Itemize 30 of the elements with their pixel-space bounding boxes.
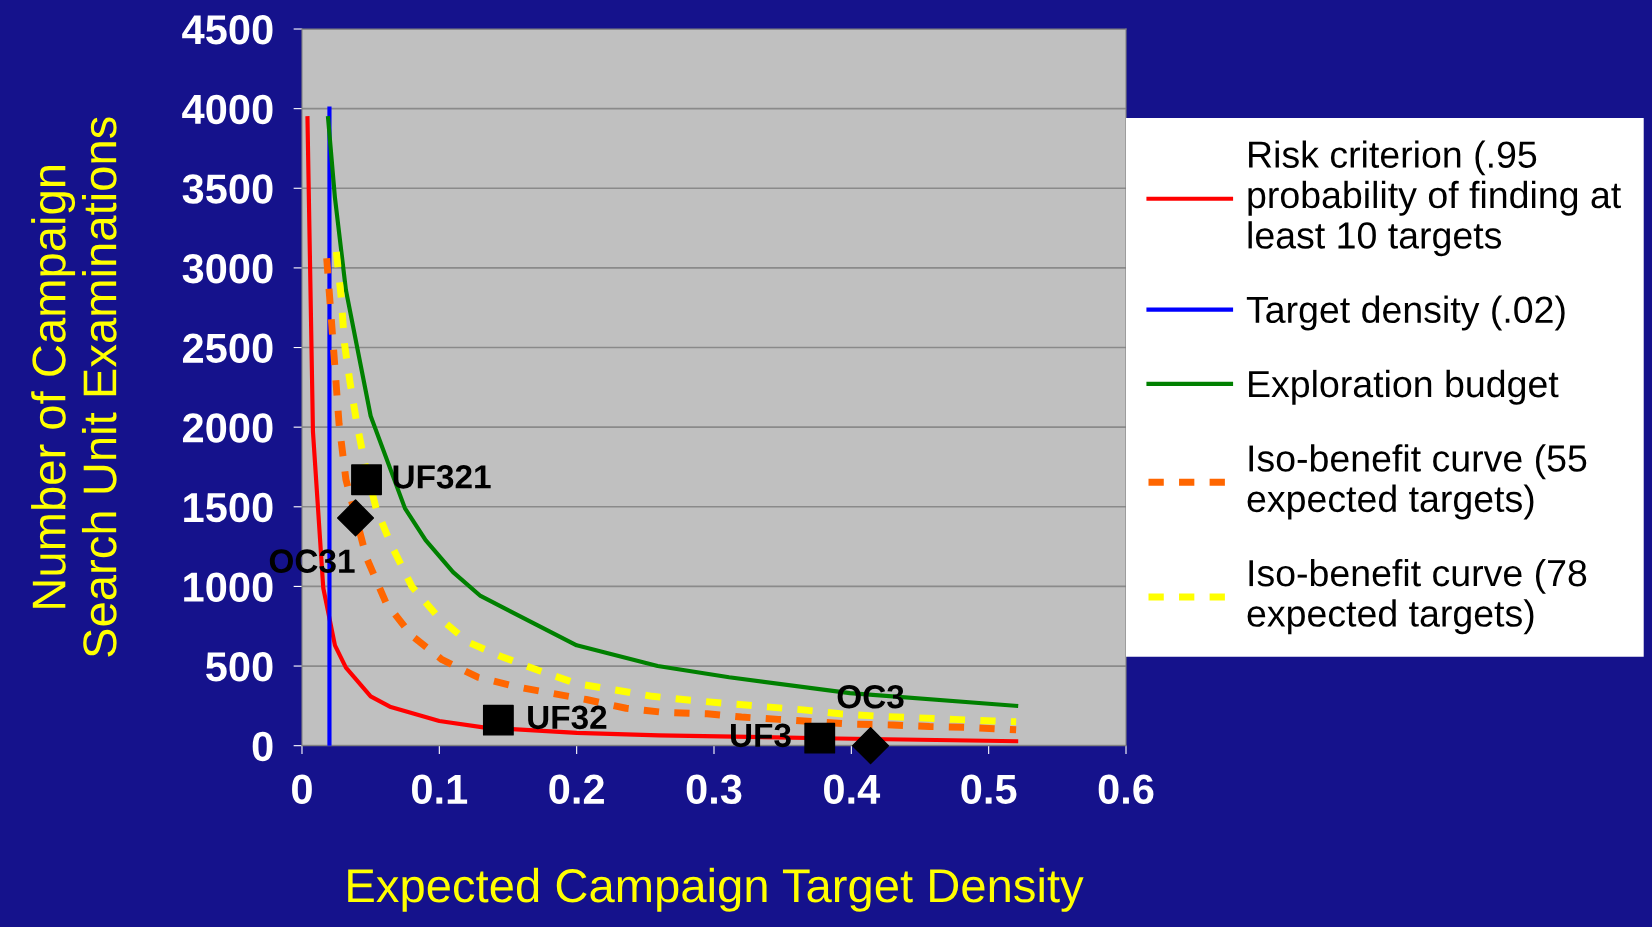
x-tick-label: 0: [292, 774, 312, 805]
y-tick-label: 2000: [182, 413, 273, 443]
point: [482, 704, 514, 736]
point: [852, 727, 890, 765]
legend-label: Exploration budget: [1249, 369, 1559, 405]
x-tick-label: 0.6: [1098, 774, 1154, 805]
x-axis-title: Expected Campaign Target Density: [348, 867, 1084, 912]
x-tick-label: 0.4: [824, 774, 881, 805]
x-tick-label: 0.2: [549, 774, 604, 805]
legend-label: Iso-benefit curve (55 expected targets): [1247, 444, 1587, 520]
y-tick-label: 4000: [182, 94, 273, 125]
y-tick-label: 3000: [182, 253, 273, 284]
point: [804, 722, 836, 754]
y-tick-label: 500: [205, 652, 273, 682]
y-axis-title: Number of Campaign Search Unit Examinations: [31, 117, 117, 657]
legend-label: Iso-benefit curve (78 expected targets): [1247, 558, 1587, 635]
point: [351, 464, 382, 496]
y-tick-label: 4500: [182, 15, 273, 45]
y-tick-label: 1000: [184, 572, 273, 602]
x-tick-label: 0.1: [412, 774, 468, 805]
x-tick-label: 0.5: [961, 774, 1017, 805]
point: [337, 499, 375, 537]
y-tick-label: 2500: [182, 333, 273, 364]
x-tick-label: 0.3: [686, 774, 742, 805]
legend-label: Risk criterion (.95 probability of finding at least 10 targets: [1248, 140, 1621, 257]
y-tick-label: 0: [252, 731, 273, 762]
annotation: UF32: [528, 705, 607, 730]
y-tick-label: 3500: [182, 174, 273, 204]
y-tick-label: 1500: [184, 492, 273, 523]
legend-label: Target density (.02): [1246, 295, 1565, 331]
